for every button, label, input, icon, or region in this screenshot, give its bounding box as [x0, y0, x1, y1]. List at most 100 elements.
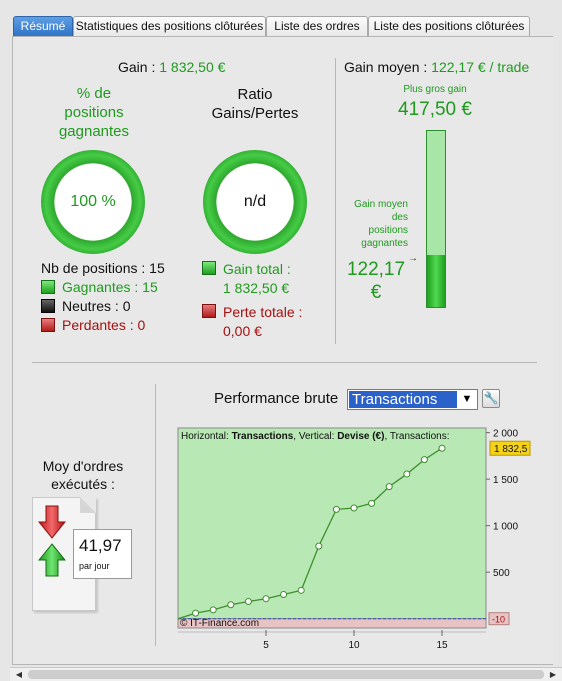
bottom-divider: [155, 384, 156, 646]
avg-gain-caption-line: Gain moyen: [354, 199, 408, 210]
data-point: [280, 591, 288, 599]
avg-gain-caption-line: des: [391, 212, 408, 223]
avg-gain-bar-fill: [427, 255, 445, 307]
data-point: [227, 601, 235, 609]
win-rate-title-line: gagnantes: [58, 123, 130, 140]
total-loss: Perte totale : 0,00 €: [223, 303, 302, 341]
avg-gain-amount: 122,17 €: [344, 258, 408, 304]
chart-watermark: © IT-Finance.com: [180, 618, 259, 629]
losers-count: Perdantes : 0: [62, 317, 146, 333]
data-point: [262, 595, 270, 603]
sell-arrow-icon: [38, 505, 66, 539]
buy-arrow-icon: [38, 543, 66, 577]
scroll-right-icon[interactable]: ▶: [549, 670, 557, 679]
x-tick-label: 10: [348, 640, 360, 651]
wrench-icon[interactable]: 🔧: [482, 389, 500, 408]
chart-caption-part: Devise (€): [334, 431, 384, 442]
orders-rate-value: 41,97: [79, 536, 122, 555]
win-rate-title-line: % de: [76, 85, 112, 102]
tab-orders-list[interactable]: Liste des ordres: [266, 16, 368, 36]
chevron-down-icon[interactable]: ▼: [461, 393, 473, 405]
tab-bar: Résumé Statistiques des positions clôtur…: [0, 0, 562, 38]
neutral-legend-icon: [41, 299, 55, 313]
avg-gain-pointer-icon: →: [408, 253, 418, 264]
data-point: [244, 597, 252, 605]
avg-gain-summary: Gain moyen : 122,17 € / trade: [344, 59, 529, 75]
tab-resume[interactable]: Résumé: [13, 16, 73, 36]
y-tick-label: 2 000: [493, 429, 518, 440]
gain-label: Gain :: [118, 59, 156, 75]
zero-value-label: -10: [492, 615, 505, 625]
avg-gain-caption-line: positions: [368, 225, 408, 236]
data-point: [192, 609, 200, 617]
total-loss-value: 0,00 €: [223, 323, 262, 339]
biggest-gain-label: Plus gros gain: [403, 84, 467, 95]
x-tick-label: 5: [263, 640, 269, 651]
chart-caption-part: , Vertical:: [293, 431, 334, 442]
scrollbar-thumb[interactable]: [28, 670, 544, 679]
total-loss-icon: [202, 304, 216, 318]
y-tick-label: 1 500: [493, 475, 518, 486]
win-rate-gauge: 100 %: [41, 150, 145, 254]
y-tick-label: 1 000: [493, 522, 518, 533]
orders-title: Moy d'ordres exécutés :: [24, 457, 142, 493]
tab-closed-positions-list[interactable]: Liste des positions clôturées: [368, 16, 530, 36]
orders-rate-box: 41,97 par jour: [73, 529, 132, 579]
orders-rate-unit: par jour: [79, 561, 110, 571]
ratio-title: Ratio Gains/Pertes: [200, 85, 310, 123]
data-point: [315, 542, 323, 550]
biggest-gain-value: 417,50 €: [398, 99, 472, 120]
win-rate-title: % de positions gagnantes: [44, 84, 144, 141]
ratio-gauge: n/d: [203, 150, 307, 254]
winners-count: Gagnantes : 15: [62, 279, 158, 295]
chart-caption: Horizontal: Transactions, Vertical: Devi…: [181, 431, 449, 442]
avg-gain-caption-line: gagnantes: [361, 238, 408, 249]
avg-gain-label: Gain moyen :: [344, 59, 428, 75]
performance-chart: Horizontal: Transactions, Vertical: Devi…: [177, 427, 531, 651]
winners-legend-icon: [41, 280, 55, 294]
performance-title: Performance brute: [214, 390, 339, 407]
win-rate-value: 100 %: [70, 193, 116, 210]
series-line: [177, 447, 443, 620]
avg-gain-caption: Gain moyen des positions gagnantes: [342, 198, 408, 250]
chart-caption-part: Transactions: [229, 431, 294, 442]
losers-legend-icon: [41, 318, 55, 332]
neutral-count: Neutres : 0: [62, 298, 131, 314]
ratio-value: n/d: [243, 193, 267, 210]
total-gain-value: 1 832,50 €: [223, 280, 290, 296]
data-point: [403, 470, 411, 478]
avg-gain-amount-line: €: [370, 282, 382, 303]
data-point: [332, 505, 340, 513]
horizontal-scrollbar[interactable]: ◀ ▶: [10, 667, 562, 681]
x-tick-label: 15: [436, 640, 448, 651]
total-loss-label: Perte totale :: [223, 304, 303, 320]
data-point: [420, 456, 428, 464]
zero-value-badge: [488, 612, 510, 626]
avg-gain-value: 122,17 € / trade: [431, 59, 530, 75]
avg-gain-bar: [426, 130, 446, 308]
horizontal-divider: [32, 362, 537, 363]
tab-closed-positions-stats[interactable]: Statistiques des positions clôturées: [73, 16, 266, 36]
total-gain-label: Gain total :: [223, 261, 291, 277]
total-gain: Gain total : 1 832,50 €: [223, 260, 291, 298]
ratio-title-line: Gains/Pertes: [211, 105, 299, 122]
orders-title-line: exécutés :: [51, 476, 115, 492]
data-point: [385, 483, 393, 491]
last-value-label: 1 832,5: [494, 444, 528, 455]
chart-negative-area: [177, 618, 487, 629]
avg-gain-amount-line: 122,17: [346, 259, 406, 280]
data-point: [350, 504, 358, 512]
chart-caption-part: , Transactions:: [384, 431, 449, 442]
last-value-badge: [489, 440, 531, 456]
gain-summary: Gain : 1 832,50 €: [118, 59, 225, 75]
performance-select-value: Transactions: [349, 391, 457, 408]
scroll-left-icon[interactable]: ◀: [15, 670, 23, 679]
performance-select[interactable]: Transactions ▼: [347, 389, 478, 410]
data-point: [209, 606, 217, 614]
ratio-title-line: Ratio: [237, 86, 273, 103]
chart-caption-part: Horizontal:: [181, 431, 229, 442]
section-divider: [335, 58, 336, 344]
y-tick-label: 500: [493, 568, 510, 579]
data-point: [297, 586, 305, 594]
positions-count: Nb de positions : 15: [41, 260, 165, 276]
